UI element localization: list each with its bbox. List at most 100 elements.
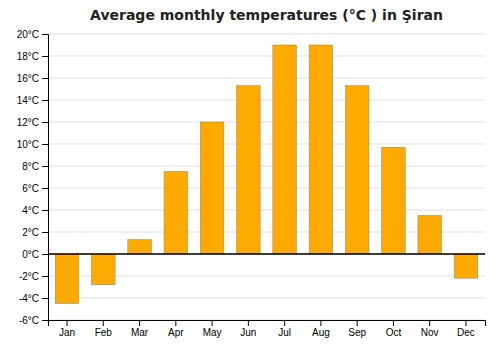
x-tick-mark: [357, 320, 358, 326]
bar: [273, 45, 297, 254]
y-tick-mark: [42, 56, 48, 57]
x-tick-mark: [284, 320, 285, 326]
x-tick: Jul: [278, 320, 291, 338]
x-tick: Feb: [95, 320, 113, 338]
y-tick-mark: [42, 298, 48, 299]
x-axis: JanFebMarAprMayJunJulAugSepOctNovDec: [49, 320, 486, 338]
bar: [237, 86, 261, 254]
y-tick-mark: [42, 232, 48, 233]
y-tick: 12°C: [17, 117, 48, 128]
grid-line: [48, 122, 485, 123]
x-tick: Jun: [240, 320, 256, 338]
x-tick-label: Oct: [386, 327, 402, 338]
x-tick-mark: [175, 320, 176, 326]
bar: [128, 240, 152, 254]
x-tick: Mar: [131, 320, 149, 338]
y-tick-mark: [42, 122, 48, 123]
x-tick-mark: [393, 320, 394, 326]
x-tick-mark: [67, 320, 68, 326]
y-tick-label: 2°C: [22, 227, 39, 238]
plot: -6°C -4°C -2°C 0°C 2°C 4°C 6°C 8°C 10°C 12°C 14°C 1…: [17, 29, 486, 338]
y-tick: -4°C: [19, 293, 48, 304]
y-tick-mark: [42, 188, 48, 189]
y-tick-mark: [42, 210, 48, 211]
y-tick: -6°C: [19, 315, 48, 326]
x-tick-label: May: [203, 327, 222, 338]
zero-line: [48, 253, 485, 255]
y-axis-line: [42, 35, 49, 321]
grid-line: [48, 254, 485, 255]
x-tick-label: Jul: [278, 327, 291, 338]
grid-line: [48, 78, 485, 79]
y-tick-label: 14°C: [17, 95, 39, 106]
x-tick-mark: [103, 320, 104, 326]
bar: [382, 147, 406, 254]
x-tick: May: [203, 320, 222, 338]
x-tick-label: Jun: [240, 327, 256, 338]
x-tick-mark: [465, 320, 466, 326]
x-tick-label: Dec: [457, 327, 475, 338]
y-tick-label: 6°C: [22, 183, 39, 194]
grid-line: [48, 34, 485, 35]
bar: [200, 122, 224, 254]
title: Average monthly temperatures (°C ) in Şi…: [90, 7, 443, 23]
y-tick: 2°C: [22, 227, 48, 238]
x-tick-label: Mar: [131, 327, 149, 338]
bar: [309, 45, 333, 254]
x-tick-label: Aug: [312, 327, 330, 338]
grid-line: [48, 100, 485, 101]
y-tick: 8°C: [22, 161, 48, 172]
x-tick-label: Jan: [59, 327, 75, 338]
y-tick-mark: [42, 166, 48, 167]
y-tick-label: -2°C: [19, 271, 39, 282]
y-tick-label: -6°C: [19, 315, 39, 326]
x-tick-label: Apr: [168, 327, 184, 338]
y-tick: 18°C: [17, 51, 48, 62]
x-tick-mark: [320, 320, 321, 326]
y-tick: 20°C: [17, 29, 48, 40]
grid-line: [48, 166, 485, 167]
bar: [345, 86, 369, 254]
x-tick-mark: [139, 320, 140, 326]
bars: [55, 45, 477, 304]
y-tick-label: 16°C: [17, 73, 39, 84]
y-tick-label: 10°C: [17, 139, 39, 150]
y-tick-mark: [42, 254, 48, 255]
grid-line: [48, 210, 485, 211]
grid-line: [48, 56, 485, 57]
y-tick-mark: [42, 100, 48, 101]
x-tick: Oct: [386, 320, 402, 338]
x-tick: Apr: [168, 320, 184, 338]
y-tick-label: 0°C: [22, 249, 39, 260]
x-axis-line: [49, 321, 486, 327]
grid: [48, 34, 485, 320]
y-tick-label: 8°C: [22, 161, 39, 172]
y-tick-label: -4°C: [19, 293, 39, 304]
y-tick: 6°C: [22, 183, 48, 194]
y-tick: 16°C: [17, 73, 48, 84]
y-tick: 14°C: [17, 95, 48, 106]
grid-line: [48, 188, 485, 189]
bar: [92, 254, 116, 285]
x-tick-label: Sep: [348, 327, 366, 338]
y-tick-mark: [42, 276, 48, 277]
chart: -6°C -4°C -2°C 0°C 2°C 4°C 6°C 8°C 10°C 12°C 14°C 1…: [0, 0, 500, 350]
x-tick-mark: [248, 320, 249, 326]
bar: [454, 254, 478, 278]
y-tick-mark: [42, 320, 48, 321]
x-tick: Dec: [457, 320, 475, 338]
x-tick-mark: [212, 320, 213, 326]
y-tick: -2°C: [19, 271, 48, 282]
grid-line: [48, 298, 485, 299]
x-tick: Jan: [59, 320, 75, 338]
y-tick-label: 4°C: [22, 205, 39, 216]
x-tick-label: Feb: [95, 327, 113, 338]
bar: [418, 216, 442, 255]
y-axis: -6°C -4°C -2°C 0°C 2°C 4°C 6°C 8°C 10°C 12°C 14°C 1…: [17, 29, 49, 326]
x-tick-mark: [429, 320, 430, 326]
y-tick: 0°C: [22, 249, 48, 260]
y-tick-label: 20°C: [17, 29, 39, 40]
y-tick-mark: [42, 34, 48, 35]
y-tick-mark: [42, 144, 48, 145]
grid-line: [48, 144, 485, 145]
